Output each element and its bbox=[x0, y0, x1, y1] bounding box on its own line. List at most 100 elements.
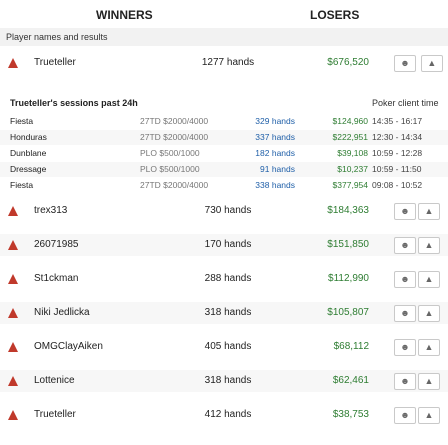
top-player-row[interactable]: Trueteller 1277 hands $676,520 ☻ ▲ bbox=[0, 52, 448, 74]
winner-hands: 318 hands bbox=[204, 307, 252, 318]
profile-icon[interactable]: ☻ bbox=[394, 55, 416, 72]
winner-name: Trueteller bbox=[34, 409, 76, 420]
profile-icon[interactable]: ☻ bbox=[394, 339, 416, 356]
session-hands: 338 hands bbox=[255, 180, 295, 190]
session-hands: 329 hands bbox=[255, 116, 295, 126]
session-time: 10:59 - 12:28 bbox=[372, 148, 423, 158]
player-icon bbox=[6, 374, 20, 388]
chart-icon[interactable]: ▲ bbox=[418, 407, 440, 424]
chart-icon[interactable]: ▲ bbox=[418, 271, 440, 288]
winner-row[interactable]: trex313 730 hands $184,363 ☻ ▲ bbox=[0, 200, 448, 222]
session-name: Dressage bbox=[10, 164, 47, 174]
session-hands: 91 hands bbox=[260, 164, 295, 174]
session-game: 27TD $2000/4000 bbox=[140, 132, 209, 142]
player-icon bbox=[6, 272, 20, 286]
sessions-title: Trueteller's sessions past 24h bbox=[10, 98, 138, 108]
winner-amount: $151,850 bbox=[327, 239, 369, 250]
session-game: 27TD $2000/4000 bbox=[140, 180, 209, 190]
winner-name: Lottenice bbox=[34, 375, 75, 386]
profile-icon[interactable]: ☻ bbox=[394, 305, 416, 322]
player-icon bbox=[6, 204, 20, 218]
winner-hands: 730 hands bbox=[204, 205, 252, 216]
winner-row[interactable]: Niki Jedlicka 318 hands $105,807 ☻ ▲ bbox=[0, 302, 448, 324]
winner-amount: $112,990 bbox=[328, 273, 369, 284]
chart-icon[interactable]: ▲ bbox=[418, 305, 440, 322]
player-icon bbox=[6, 340, 20, 354]
winner-actions: ☻ ▲ bbox=[394, 203, 442, 220]
winner-hands: 412 hands bbox=[204, 409, 252, 420]
session-hands: 337 hands bbox=[255, 132, 295, 142]
winner-actions: ☻ ▲ bbox=[394, 373, 442, 390]
chart-icon[interactable]: ▲ bbox=[420, 55, 443, 72]
profile-icon[interactable]: ☻ bbox=[394, 203, 416, 220]
player-actions: ☻ ▲ bbox=[394, 55, 445, 72]
player-name: Trueteller bbox=[34, 57, 76, 68]
winner-name: 26071985 bbox=[34, 239, 79, 250]
session-amount: $10,237 bbox=[337, 164, 368, 174]
winner-hands: 170 hands bbox=[204, 239, 252, 250]
winner-hands: 288 hands bbox=[204, 273, 252, 284]
player-icon bbox=[6, 238, 20, 252]
profile-icon[interactable]: ☻ bbox=[394, 271, 416, 288]
session-time: 14:35 - 16:17 bbox=[372, 116, 423, 126]
player-amount: $676,520 bbox=[327, 57, 369, 68]
winner-row[interactable]: OMGClayAiken 405 hands $68,112 ☻ ▲ bbox=[0, 336, 448, 358]
player-icon bbox=[6, 306, 20, 320]
profile-icon[interactable]: ☻ bbox=[394, 373, 416, 390]
profile-icon[interactable]: ☻ bbox=[394, 407, 416, 424]
winner-actions: ☻ ▲ bbox=[394, 237, 442, 254]
winner-amount: $105,807 bbox=[327, 307, 369, 318]
winner-row[interactable]: St1ckman 288 hands $112,990 ☻ ▲ bbox=[0, 268, 448, 290]
session-row[interactable]: Dressage PLO $500/1000 91 hands $10,237 10:5… bbox=[0, 162, 448, 177]
session-name: Honduras bbox=[10, 132, 47, 142]
chart-icon[interactable]: ▲ bbox=[418, 237, 440, 254]
session-name: Fiesta bbox=[10, 116, 34, 126]
winner-row[interactable]: Lottenice 318 hands $62,461 ☻ ▲ bbox=[0, 370, 448, 392]
session-hands: 182 hands bbox=[255, 148, 295, 158]
subheader: Player names and results bbox=[0, 28, 448, 46]
session-game: 27TD $2000/4000 bbox=[140, 116, 209, 126]
winner-name: OMGClayAiken bbox=[34, 341, 103, 352]
session-amount: $39,108 bbox=[337, 148, 368, 158]
chart-icon[interactable]: ▲ bbox=[418, 373, 440, 390]
session-row[interactable]: Honduras 27TD $2000/4000 337 hands $222,951… bbox=[0, 130, 448, 145]
winner-name: trex313 bbox=[34, 205, 68, 216]
profile-icon[interactable]: ☻ bbox=[394, 237, 416, 254]
player-hands: 1277 hands bbox=[201, 57, 255, 68]
session-row[interactable]: Fiesta 27TD $2000/4000 329 hands $124,960 14… bbox=[0, 114, 448, 129]
session-name: Fiesta bbox=[10, 180, 34, 190]
chart-icon[interactable]: ▲ bbox=[418, 203, 440, 220]
winners-title: WINNERS bbox=[96, 8, 153, 22]
winner-actions: ☻ ▲ bbox=[394, 407, 442, 424]
winner-name: Niki Jedlicka bbox=[34, 307, 90, 318]
winner-amount: $68,112 bbox=[333, 341, 369, 352]
winner-amount: $38,753 bbox=[332, 409, 369, 420]
session-time: 12:30 - 14:34 bbox=[372, 132, 423, 142]
session-amount: $124,960 bbox=[332, 116, 368, 126]
session-time: 10:59 - 11:50 bbox=[372, 164, 422, 174]
winner-row[interactable]: 26071985 170 hands $151,850 ☻ ▲ bbox=[0, 234, 448, 256]
header: WINNERS LOSERS bbox=[0, 0, 448, 28]
winner-actions: ☻ ▲ bbox=[394, 339, 442, 356]
winner-actions: ☻ ▲ bbox=[394, 305, 442, 322]
winner-hands: 318 hands bbox=[204, 375, 252, 386]
time-label: Poker client time bbox=[372, 98, 439, 108]
session-game: PLO $500/1000 bbox=[140, 164, 200, 174]
session-row[interactable]: Fiesta 27TD $2000/4000 338 hands $377,954 09… bbox=[0, 178, 448, 193]
player-icon bbox=[6, 56, 20, 70]
session-row[interactable]: Dunblane PLO $500/1000 182 hands $39,108 10:… bbox=[0, 146, 448, 161]
winner-name: St1ckman bbox=[34, 273, 79, 284]
session-name: Dunblane bbox=[10, 148, 47, 158]
session-time: 09:08 - 10:52 bbox=[372, 180, 423, 190]
session-amount: $222,951 bbox=[332, 132, 368, 142]
session-amount: $377,954 bbox=[332, 180, 368, 190]
winner-actions: ☻ ▲ bbox=[394, 271, 442, 288]
player-icon bbox=[6, 408, 20, 422]
chart-icon[interactable]: ▲ bbox=[418, 339, 440, 356]
winner-hands: 405 hands bbox=[204, 341, 252, 352]
losers-title: LOSERS bbox=[310, 8, 360, 22]
winner-row[interactable]: Trueteller 412 hands $38,753 ☻ ▲ bbox=[0, 404, 448, 426]
winner-amount: $62,461 bbox=[332, 375, 369, 386]
winner-amount: $184,363 bbox=[327, 205, 369, 216]
session-game: PLO $500/1000 bbox=[140, 148, 200, 158]
